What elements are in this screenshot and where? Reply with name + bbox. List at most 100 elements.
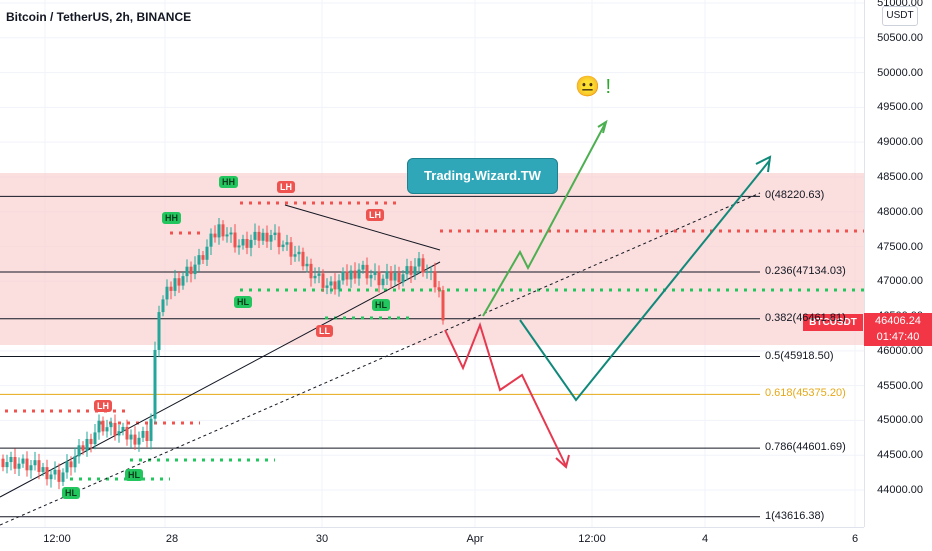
candle-body-48 [193,264,197,275]
candle-body-62 [249,239,253,248]
candle-body-73 [293,254,297,257]
price-tick: 47500.00 [877,240,923,253]
candle-body-33 [133,434,137,445]
fib-label-6: 1(43616.38) [765,509,825,522]
structure-label-lh: LH [94,400,112,412]
candle-body-78 [313,275,317,279]
chart-title: Bitcoin / TetherUS, 2h, BINANCE [6,10,192,24]
candle-body-32 [129,434,133,440]
candle-body-10 [41,467,45,472]
structure-label-lh: LH [277,181,295,193]
candle-body-50 [201,255,205,260]
price-tick: 46000.00 [877,344,923,357]
projection-teal [519,159,771,402]
candle-body-110 [441,290,445,321]
candle-body-46 [185,266,189,277]
candle-body-106 [425,271,429,273]
candle-body-17 [69,461,73,468]
fib-label-2: 0.382(46461.81) [765,311,846,324]
candle-body-80 [321,273,325,288]
candle-body-36 [145,430,149,441]
candle-body-88 [353,270,357,279]
candle-body-45 [181,276,185,286]
candle-body-99 [397,273,401,283]
candle-body-24 [97,420,101,433]
candle-body-64 [257,231,261,241]
price-tick: 51000.00 [877,0,923,9]
candle-body-38 [153,349,157,419]
time-axis[interactable]: 12:00 28 30 Apr 12:00 4 6 [0,527,864,551]
candle-body-28 [113,422,117,436]
structure-label-hh: HH [162,212,181,224]
candle-body-107 [429,271,433,273]
structure-label-ll: LL [316,325,333,337]
candle-body-7 [29,465,33,471]
candle-body-3 [13,456,17,469]
candle-body-94 [377,271,381,286]
currency-button[interactable]: USDT [882,6,918,26]
price-tick: 45500.00 [877,379,923,392]
time-tick: 30 [315,533,329,545]
candle-body-77 [309,263,313,279]
fib-label-0: 0(48220.63) [765,189,825,202]
candle-body-35 [141,430,145,438]
structure-label-hh: HH [219,176,238,188]
candle-body-57 [229,232,233,235]
projection-red [444,321,567,467]
candle-body-2 [9,456,13,463]
candle-body-59 [237,245,241,248]
structure-label-lh: LH [366,209,384,221]
candle-body-95 [381,278,385,286]
trendline-resistance [284,204,441,251]
candle-body-9 [37,460,41,472]
fib-label-1: 0.236(47134.03) [765,264,846,277]
candle-body-51 [205,246,209,260]
time-tick: 28 [165,533,179,545]
fib-label-3: 0.5(45918.50) [765,349,834,362]
candle-body-76 [305,263,309,267]
candle-body-40 [161,299,165,313]
time-tick: 4 [701,533,709,545]
candle-body-12 [49,474,53,480]
candle-body-20 [81,445,85,451]
candle-body-55 [221,224,225,237]
candle-body-85 [341,271,345,281]
candle-body-16 [65,461,69,473]
candle-body-75 [301,251,305,267]
candle-body-52 [209,233,213,247]
candle-body-53 [213,233,217,238]
candle-body-101 [405,266,409,275]
candle-body-74 [297,251,301,255]
candle-body-102 [409,266,413,275]
candle-body-19 [77,445,81,457]
candle-body-8 [33,460,37,466]
projection-red-arrow [555,454,570,469]
candle-body-84 [337,280,341,290]
candle-body-61 [245,238,249,248]
candle-body-0 [1,458,5,468]
structure-label-hl: HL [125,469,143,481]
price-tick: 45000.00 [877,414,923,427]
candle-body-100 [401,274,405,283]
supply-zone [0,173,864,345]
price-tick: 44000.00 [877,484,923,496]
ticker-label: BTCUSDT [803,314,863,331]
candle-body-96 [385,271,389,279]
candle-body-13 [53,469,57,475]
candle-body-27 [109,422,113,428]
fib-label-4: 0.618(45375.20) [765,387,846,400]
candle-body-67 [269,235,273,242]
candle-body-71 [285,242,289,245]
last-price-tag: 46406.24 01:47:40 [864,313,932,346]
candle-body-65 [261,232,265,241]
price-tick: 49500.00 [877,101,923,114]
candle-body-69 [277,232,281,248]
time-tick: Apr [466,533,484,545]
time-tick: 12:00 [578,533,606,545]
candle-body-82 [329,281,333,286]
candle-body-37 [149,418,153,441]
candle-body-25 [101,420,105,432]
candle-body-26 [105,427,109,432]
price-axis[interactable]: 51000.00 50500.00 50000.00 49500.00 49000.00… [864,0,932,527]
structure-label-hl: HL [372,299,390,311]
